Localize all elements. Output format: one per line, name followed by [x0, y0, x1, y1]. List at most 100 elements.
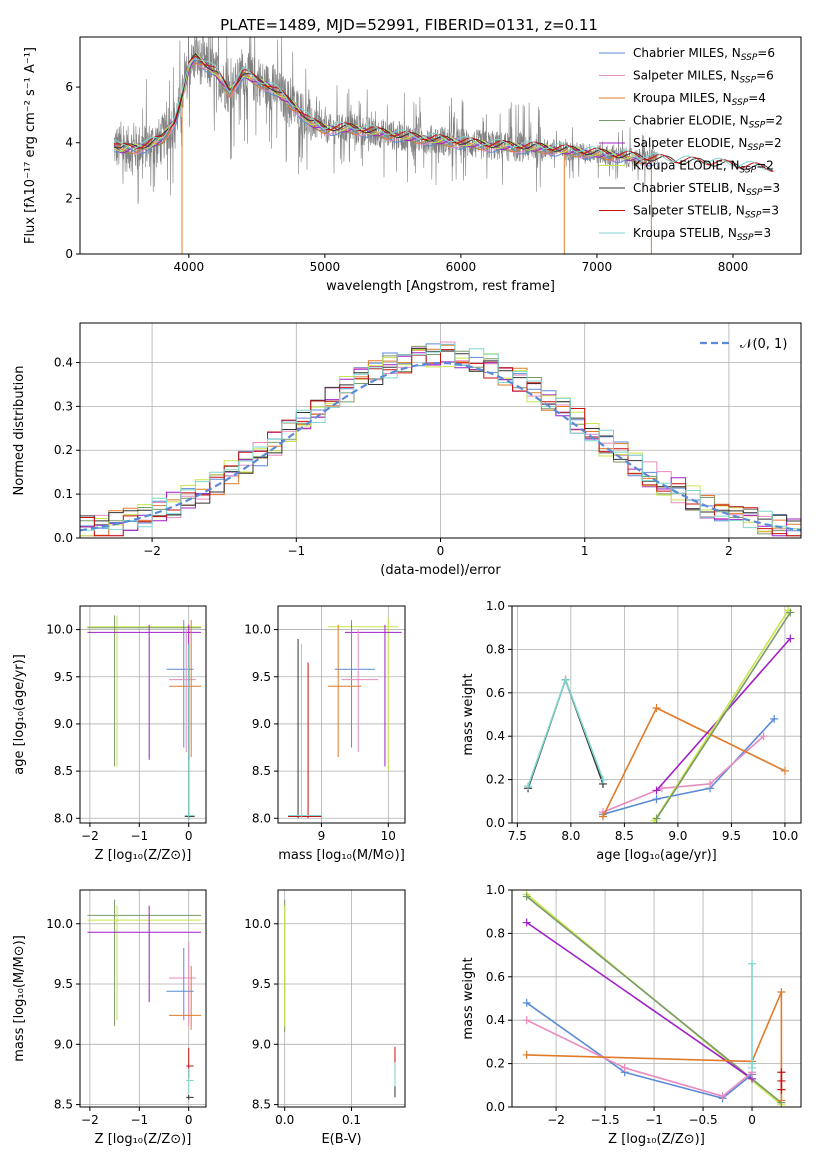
series-chabrier_stelib — [527, 677, 604, 789]
series-chabrier_miles — [602, 718, 775, 816]
marker-point — [561, 675, 570, 684]
y-tick-label: 0.2 — [54, 443, 73, 457]
y-tick-label: 0.0 — [54, 531, 73, 545]
series-salpeter_miles — [526, 1019, 753, 1098]
series-chabrier_miles — [526, 1002, 753, 1100]
y-axis-label: age [log₁₀(age/yr)] — [12, 654, 27, 775]
legend-entry: Chabrier STELIB, NSSP=3 — [633, 181, 780, 198]
x-axis-label: wavelength [Angstrom, rest frame] — [326, 279, 555, 294]
y-tick-label: 0.1 — [54, 487, 73, 501]
plot-area — [80, 341, 801, 537]
chart-mass_vs_EBV: 0.0 0.1 8.5 9.0 9.5 10.0 E(B-V) — [244, 889, 406, 1147]
x-tick-label: 7000 — [582, 260, 613, 274]
x-tick-label: −1 — [287, 544, 305, 558]
y-tick-label: 9.0 — [252, 1037, 271, 1051]
x-axis-label: Z [log₁₀(Z/Z⊙)] — [95, 1132, 192, 1147]
y-tick-label: 0.8 — [486, 926, 505, 940]
y-tick-label: 1.0 — [486, 883, 505, 897]
series-kroupa_stelib — [527, 677, 604, 787]
series-chabrier_elodie — [526, 895, 782, 1104]
y-tick-label: 0.4 — [486, 1013, 505, 1027]
x-axis-label: Z [log₁₀(Z/Z⊙)] — [95, 848, 192, 863]
marker-point — [777, 1085, 786, 1094]
plot-area — [288, 618, 402, 819]
y-tick-label: 0.0 — [486, 816, 505, 830]
x-tick-label: −2 — [547, 1113, 565, 1127]
y-tick-label: 8.5 — [252, 764, 271, 778]
legend-entry: Chabrier ELODIE, NSSP=2 — [633, 114, 783, 131]
y-tick-label: 0.6 — [486, 970, 505, 984]
y-tick-label: 2 — [65, 191, 73, 205]
model-salpeter_stelib — [114, 55, 774, 172]
marker-point — [748, 959, 757, 968]
axes-frame — [79, 36, 802, 255]
y-tick-label: 9.0 — [54, 1037, 73, 1051]
y-axis-label: Normed distribution — [12, 366, 27, 496]
marker-point — [706, 779, 715, 788]
y-tick-label: 6 — [65, 80, 73, 94]
plot-area — [284, 899, 396, 1098]
x-tick-label: −2 — [81, 829, 99, 843]
y-tick-label: 0.2 — [486, 1057, 505, 1071]
chart-mass_weight_vs_Z: −2 −1.5 −1 −0.5 0 0.0 0.2 0.4 0.6 0.8 1.0 Z [log₁₀(… — [461, 883, 802, 1147]
y-tick-label: 8.0 — [252, 811, 271, 825]
axes-frame — [79, 605, 207, 824]
marker-point — [784, 606, 793, 615]
y-tick-label: 1.0 — [486, 599, 505, 613]
legend-entry: Kroupa ELODIE, NSSP=2 — [633, 159, 774, 176]
y-tick-label: 9.0 — [252, 717, 271, 731]
x-axis-label: mass [log₁₀(M/M⊙)] — [278, 848, 405, 863]
x-tick-label: −0.5 — [688, 1113, 717, 1127]
axes-frame — [511, 605, 802, 824]
y-tick-label: 0.6 — [486, 686, 505, 700]
plot-area — [524, 606, 795, 823]
marker-point — [652, 786, 661, 795]
marker-point — [522, 1050, 531, 1059]
x-tick-label: 10 — [381, 829, 396, 843]
marker-point — [524, 782, 533, 791]
x-tick-label: 6000 — [446, 260, 477, 274]
y-tick-label: 10.0 — [46, 917, 73, 931]
y-tick-label: 10.0 — [46, 623, 73, 637]
marker-point — [777, 987, 786, 996]
y-tick-label: 10.0 — [244, 623, 271, 637]
marker-point — [522, 1016, 531, 1025]
plot-area — [87, 615, 202, 821]
x-tick-label: −1 — [130, 829, 148, 843]
marker-point — [786, 608, 795, 617]
axes-frame — [277, 889, 406, 1108]
x-tick-label: 1 — [581, 544, 589, 558]
chart-age_vs_mass: 9 10 8.0 8.5 9.0 9.5 10.0 mass [log₁₀(M/M⊙)] — [244, 605, 406, 863]
marker-point — [652, 814, 661, 823]
y-tick-label: 8.5 — [54, 1098, 73, 1112]
marker-point — [780, 766, 789, 775]
y-tick-label: 4 — [65, 136, 73, 150]
marker-point — [748, 1059, 757, 1068]
marker-point — [620, 1063, 629, 1072]
y-tick-label: 0 — [65, 247, 73, 261]
y-axis-label: mass weight — [461, 673, 476, 755]
y-tick-label: 8.5 — [252, 1098, 271, 1112]
x-tick-label: −2 — [81, 1113, 99, 1127]
x-tick-label: −1 — [130, 1113, 148, 1127]
legend-entry: Kroupa MILES, NSSP=4 — [633, 91, 766, 108]
marker-point — [770, 714, 779, 723]
x-tick-label: 8000 — [718, 260, 749, 274]
y-tick-label: 0.8 — [486, 642, 505, 656]
x-tick-label: −2 — [143, 544, 161, 558]
x-axis-label: E(B-V) — [321, 1132, 361, 1147]
series-salpeter_elodie — [526, 921, 753, 1080]
marker-point — [759, 732, 768, 741]
marker-point — [777, 1076, 786, 1085]
x-axis-label: Z [log₁₀(Z/Z⊙)] — [608, 1132, 705, 1147]
marker-point — [522, 918, 531, 927]
x-tick-label: 4000 — [174, 260, 205, 274]
marker-point — [652, 795, 661, 804]
x-tick-label: 0 — [748, 1113, 756, 1127]
normal-curve — [80, 361, 801, 532]
x-tick-label: 2 — [725, 544, 733, 558]
x-tick-label: 5000 — [310, 260, 341, 274]
x-tick-label: 9 — [318, 829, 326, 843]
model-salpeter_miles — [114, 61, 658, 166]
